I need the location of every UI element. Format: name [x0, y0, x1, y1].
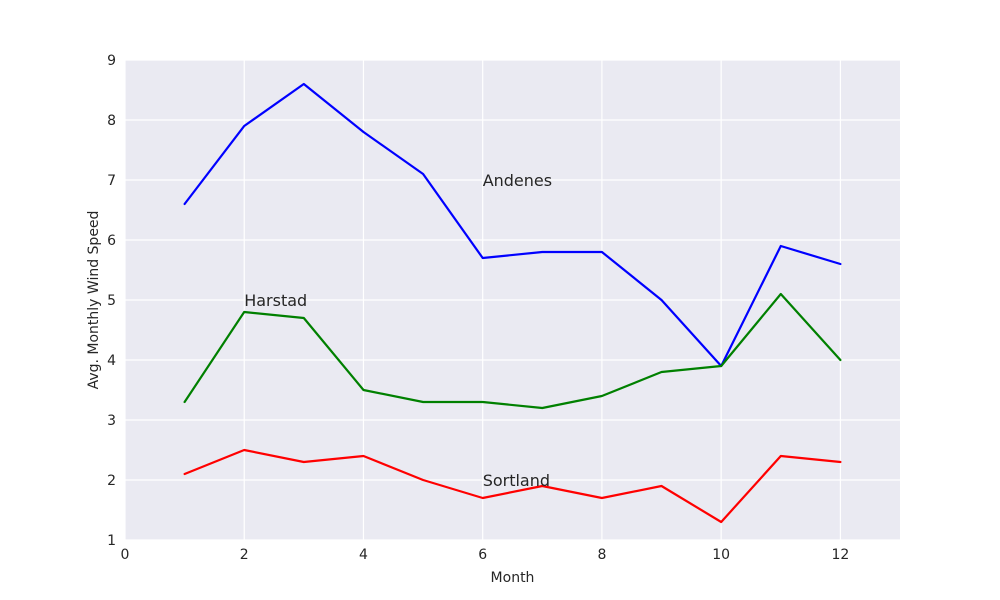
y-tick-label: 7	[107, 173, 116, 189]
x-tick-label: 2	[240, 547, 249, 563]
x-tick-label: 10	[712, 547, 730, 563]
annotation-label: Harstad	[244, 291, 307, 310]
y-tick-label: 6	[107, 233, 116, 249]
x-tick-label: 8	[597, 547, 606, 563]
y-tick-label: 5	[107, 293, 116, 309]
x-tick-label: 12	[831, 547, 849, 563]
series-line-2	[183, 448, 842, 524]
y-tick-label: 3	[107, 413, 116, 429]
x-tick-label: 4	[359, 547, 368, 563]
series-line-0	[183, 82, 842, 368]
grid	[124, 59, 900, 541]
annotations: Andenes Harstad Sortland	[244, 171, 552, 490]
series-line-1	[183, 292, 842, 410]
annotation-label: Andenes	[483, 171, 552, 190]
y-tick-label: 8	[107, 113, 116, 129]
y-tick-label: 2	[107, 473, 116, 489]
y-tick-label: 9	[107, 53, 116, 69]
x-tick-label: 0	[121, 547, 130, 563]
series-layer	[183, 82, 842, 524]
y-tick-label: 4	[107, 353, 116, 369]
x-axis-label: Month	[491, 570, 535, 586]
x-tick-label: 6	[478, 547, 487, 563]
y-axis-label: Avg. Monthly Wind Speed	[86, 211, 102, 390]
y-tick-label: 1	[107, 533, 116, 549]
y-axis-ticks: 1 2 3 4 5 6 7 8 9	[107, 53, 116, 549]
x-axis-ticks: 0 2 4 6 8 10 12	[121, 547, 850, 563]
annotation-label: Sortland	[483, 471, 550, 490]
